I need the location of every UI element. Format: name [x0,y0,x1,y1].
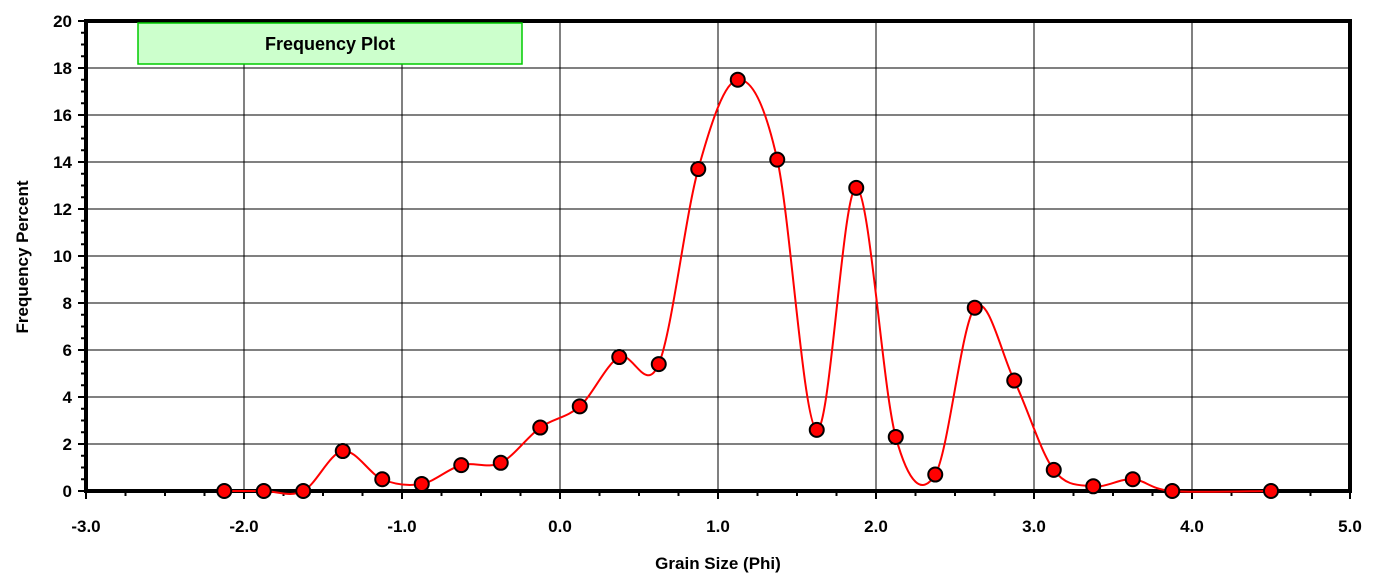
x-tick-label: 0.0 [548,517,572,536]
data-point [769,151,786,168]
data-point [374,471,391,488]
data-point [927,466,944,483]
data-point [1164,483,1181,499]
data-point [216,483,233,499]
data-point [532,419,549,436]
y-tick-label: 10 [53,247,72,266]
x-tick-label: -3.0 [71,517,100,536]
x-tick-label: 2.0 [864,517,888,536]
data-point [1085,478,1102,495]
y-tick-label: 12 [53,200,72,219]
x-tick-label: 4.0 [1180,517,1204,536]
data-point [492,454,509,471]
x-tick-label: -2.0 [229,517,258,536]
legend: Frequency Plot [137,22,523,65]
data-point [966,299,983,316]
x-tick-label: 1.0 [706,517,730,536]
frequency-curve [224,78,1272,495]
y-tick-label: 6 [63,341,72,360]
data-point [1263,483,1279,499]
y-tick-label: 18 [53,59,72,78]
data-point [887,428,904,445]
data-point [1045,461,1062,478]
grid-lines [86,21,1350,491]
data-point [453,457,470,474]
data-point [690,161,707,178]
data-point [848,179,865,196]
x-axis-title: Grain Size (Phi) [655,554,781,573]
y-axis-title: Frequency Percent [13,180,32,333]
y-tick-label: 0 [63,482,72,501]
data-point [611,349,628,366]
data-point [413,475,430,492]
data-point [1124,471,1141,488]
x-tick-label: -1.0 [387,517,416,536]
legend-background [137,22,523,65]
tick-labels: -3.0 -2.0 -1.0 0.0 1.0 2.0 3.0 4.0 5.0 0 2 4 6 8 10 12 1… [53,12,1362,536]
x-tick-label: 5.0 [1338,517,1362,536]
data-point [729,71,746,88]
data-point [571,398,588,415]
data-point [334,443,351,460]
data-point [295,483,312,499]
x-tick-label: 3.0 [1022,517,1046,536]
y-tick-label: 8 [63,294,72,313]
y-tick-label: 20 [53,12,72,31]
y-tick-label: 14 [53,153,72,172]
axis-ticks [78,20,1351,499]
y-tick-label: 16 [53,106,72,125]
data-point [650,356,667,373]
y-tick-label: 2 [63,435,72,454]
data-points [216,71,1279,499]
data-point [1006,372,1023,389]
data-point [255,483,272,499]
legend-label: Frequency Plot [265,34,395,54]
data-point [808,421,825,438]
y-tick-label: 4 [63,388,73,407]
